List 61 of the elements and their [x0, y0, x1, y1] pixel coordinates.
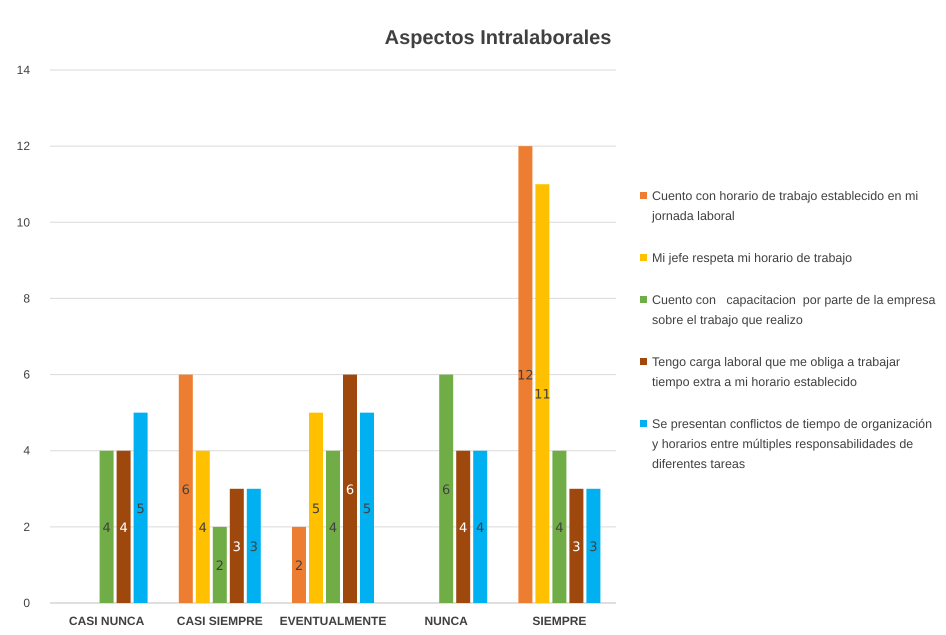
bar: [569, 488, 584, 603]
data-label: 6: [442, 482, 450, 498]
bar: [326, 450, 340, 603]
data-label: 3: [589, 540, 598, 555]
bar: [473, 450, 488, 603]
legend-label: Mi jefe respeta mi horario de trabajo: [652, 251, 852, 265]
bar: [196, 450, 210, 603]
bar: [586, 488, 600, 603]
data-label: 5: [136, 502, 145, 517]
y-tick-label: 14: [16, 63, 30, 77]
legend-label: Tengo carga laboral que me obliga a trabajar tiempo extra a mi horario establecido: [652, 355, 900, 389]
bar: [246, 488, 261, 603]
bar: [134, 412, 148, 603]
data-label: 5: [312, 502, 320, 517]
bar: [292, 526, 306, 603]
bar: [552, 450, 566, 603]
x-tick-label: NUNCA: [424, 614, 468, 628]
chart-title: Aspectos Intralaborales: [384, 27, 612, 49]
y-tick-label: 12: [16, 139, 30, 154]
legend-label: Se presentan conflictos de tiempo de organización y horarios entre múltiples responsabilidades de diferentes tareas: [652, 417, 932, 471]
legend-label: Cuento con capacitacion por parte de la empresa sobre el trabajo que realizo: [652, 293, 936, 327]
bar: [456, 450, 470, 603]
bar: [309, 412, 323, 603]
data-label: 6: [346, 482, 354, 498]
data-label: 6: [182, 482, 190, 498]
bar: [360, 412, 374, 603]
bar: [212, 526, 227, 603]
data-label: 5: [362, 502, 372, 517]
data-label: 3: [232, 540, 241, 555]
bar: [518, 146, 532, 603]
bar: [100, 450, 114, 603]
bar: [343, 374, 357, 603]
data-label: 4: [198, 520, 207, 536]
legend-label: Cuento con horario de trabajo establecido en mi jornada laboral: [651, 189, 918, 223]
bar: [230, 488, 244, 603]
y-tick-label: 8: [23, 291, 30, 306]
x-tick-label: EVENTUALMENTE: [280, 614, 386, 628]
data-label: 4: [459, 520, 468, 536]
data-label: 11: [534, 388, 551, 403]
data-label: 4: [476, 520, 484, 536]
data-label: 2: [216, 558, 224, 574]
x-tick-label: CASI SIEMPRE: [176, 614, 263, 628]
x-tick-label: CASI NUNCA: [68, 614, 145, 628]
y-tick-label: 0: [23, 596, 30, 610]
y-tick-label: 6: [23, 368, 30, 382]
y-tick-label: 4: [23, 444, 30, 458]
data-label: 4: [102, 520, 111, 536]
bar: [116, 450, 131, 603]
y-tick-label: 10: [16, 215, 30, 230]
data-label: 3: [250, 540, 258, 555]
bar: [535, 184, 550, 603]
bar: [439, 374, 454, 603]
y-tick-label: 2: [23, 520, 30, 534]
bar: [178, 374, 193, 603]
data-label: 4: [555, 520, 564, 536]
x-tick-label: SIEMPRE: [532, 614, 586, 628]
data-label: 4: [328, 520, 338, 536]
data-label: 3: [572, 540, 581, 555]
data-label: 12: [517, 368, 534, 384]
data-label: 4: [119, 520, 128, 536]
data-label: 2: [294, 558, 304, 574]
